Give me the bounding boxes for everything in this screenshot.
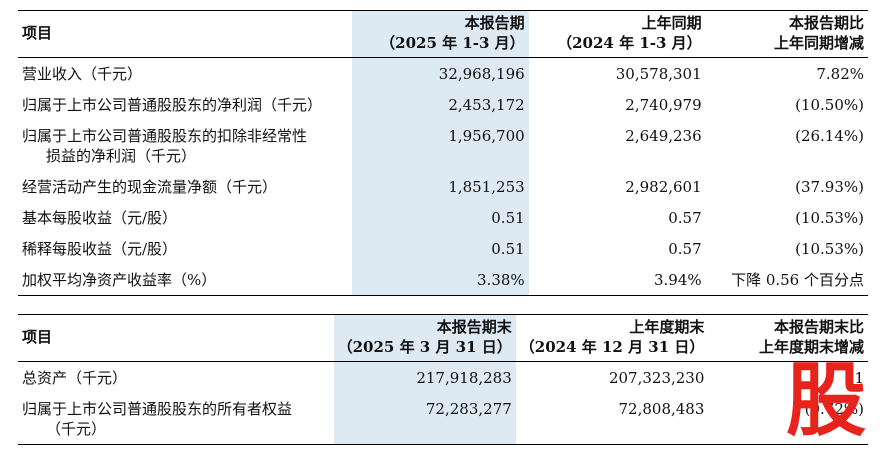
row-label-line: 经营活动产生的现金流量净额（千元） [22,178,278,196]
row-label-line: 归属于上市公司普通股股东的净利润（千元） [22,96,323,114]
current-value: 0.51 [351,202,529,233]
balance-sheet-table: 项目 本报告期末 （2025 年 3 月 31 日） 上年度期末 （2024 年… [18,314,868,445]
current-value: 3.38% [351,264,529,296]
row-label-line: 归属于上市公司普通股股东的扣除非经常性 [22,127,308,145]
table-row: 归属于上市公司普通股股东的扣除非经常性 损益的净利润（千元） 1,956,700 2,… [18,120,868,171]
prior-value: 0.57 [668,209,702,227]
table-header-row: 项目 本报告期 （2025 年 1-3 月） 上年同期 （2024 年 1-3 … [18,10,868,58]
table-row: 加权平均净资产收益率（%） 3.38% 3.94% 下降 0.56 个百分点 [18,264,868,296]
row-label: 营业收入（千元） [18,58,352,90]
table-row: 稀释每股收益（元/股） 0.51 0.57 (10.53%) [18,233,868,264]
row-label-line: 稀释每股收益（元/股） [22,240,178,258]
prior-value: 2,649,236 [625,127,702,145]
row-label: 归属于上市公司普通股股东的所有者权益 （千元） [18,393,334,445]
header-current-period-end: 本报告期末 （2025 年 3 月 31 日） [333,314,516,362]
table-row: 经营活动产生的现金流量净额（千元） 1,851,253 2,982,601 (37.9… [18,171,868,202]
header-current-period: 本报告期 （2025 年 1-3 月） [351,10,529,58]
row-label: 归属于上市公司普通股股东的净利润（千元） [18,89,352,120]
table-header-row: 项目 本报告期末 （2025 年 3 月 31 日） 上年度期末 （2024 年… [18,314,868,362]
table-row: 归属于上市公司普通股股东的所有者权益 （千元） 72,283,277 72,808,4… [18,393,868,445]
table-row: 基本每股收益（元/股） 0.51 0.57 (10.53%) [18,202,868,233]
prior-value: 207,323,230 [608,369,705,387]
current-value: 1,956,700 [351,120,529,171]
change-value: 11 [844,369,864,387]
header-change: 本报告期比 上年同期增减 [705,10,868,58]
change-value: (0.72%) [708,393,868,445]
change-value: 下降 0.56 个百分点 [705,264,868,296]
prior-value: 2,740,979 [625,96,702,114]
current-value: 217,918,283 [333,361,516,393]
prior-value: 30,578,301 [615,65,702,83]
row-label-line: 营业收入（千元） [22,65,143,83]
prior-value: 0.57 [668,240,702,258]
change-value: (10.53%) [795,209,864,227]
current-value: 32,968,196 [351,57,529,89]
header-change: 本报告期末比 上年度期末增减 [708,314,868,362]
row-label: 归属于上市公司普通股股东的扣除非经常性损益的净利润（千元） [18,120,352,171]
change-value: (26.14%) [795,127,864,145]
header-item: 项目 [18,10,352,58]
row-label-line: 加权平均净资产收益率（%） [22,271,217,289]
prior-value: 2,982,601 [625,178,702,196]
change-value: (10.50%) [795,96,864,114]
header-item: 项目 [18,314,334,362]
current-value: 0.51 [351,233,529,264]
row-label: 基本每股收益（元/股） [18,202,352,233]
quarterly-results-table: 项目 本报告期 （2025 年 1-3 月） 上年同期 （2024 年 1-3 … [18,10,868,296]
prior-value: 72,808,483 [515,393,709,445]
current-value: 2,453,172 [351,89,529,120]
change-value: (37.93%) [795,178,864,196]
change-value: 7.82% [816,65,864,83]
watermark-glyph: 股 [786,356,866,438]
row-label: 总资产（千元） [18,362,334,394]
current-value: 1,851,253 [351,171,529,202]
row-label-line: 总资产（千元） [22,369,128,387]
row-label: 加权平均净资产收益率（%） [18,264,352,296]
row-label-line: （千元） [46,420,107,438]
row-label-line: 基本每股收益（元/股） [22,209,178,227]
row-label: 经营活动产生的现金流量净额（千元） [18,171,352,202]
table-row: 总资产（千元） 217,918,283 207,323,230 11 [18,361,868,394]
table-row: 归属于上市公司普通股股东的净利润（千元） 2,453,172 2,740,979 (1… [18,89,868,120]
row-label-line: 归属于上市公司普通股股东的所有者权益 [22,400,293,418]
prior-value: 3.94% [528,264,706,296]
stock-watermark-logo: 股 [786,356,866,438]
row-label-line: 损益的净利润（千元） [46,147,197,165]
change-value: (10.53%) [795,240,864,258]
row-label: 稀释每股收益（元/股） [18,233,352,264]
table-row: 营业收入（千元） 32,968,196 30,578,301 7.82% [18,57,868,90]
current-value: 72,283,277 [333,393,516,445]
header-prior-period: 上年同期 （2024 年 1-3 月） [528,10,706,58]
header-prior-year-end: 上年度期末 （2024 年 12 月 31 日） [515,314,709,362]
